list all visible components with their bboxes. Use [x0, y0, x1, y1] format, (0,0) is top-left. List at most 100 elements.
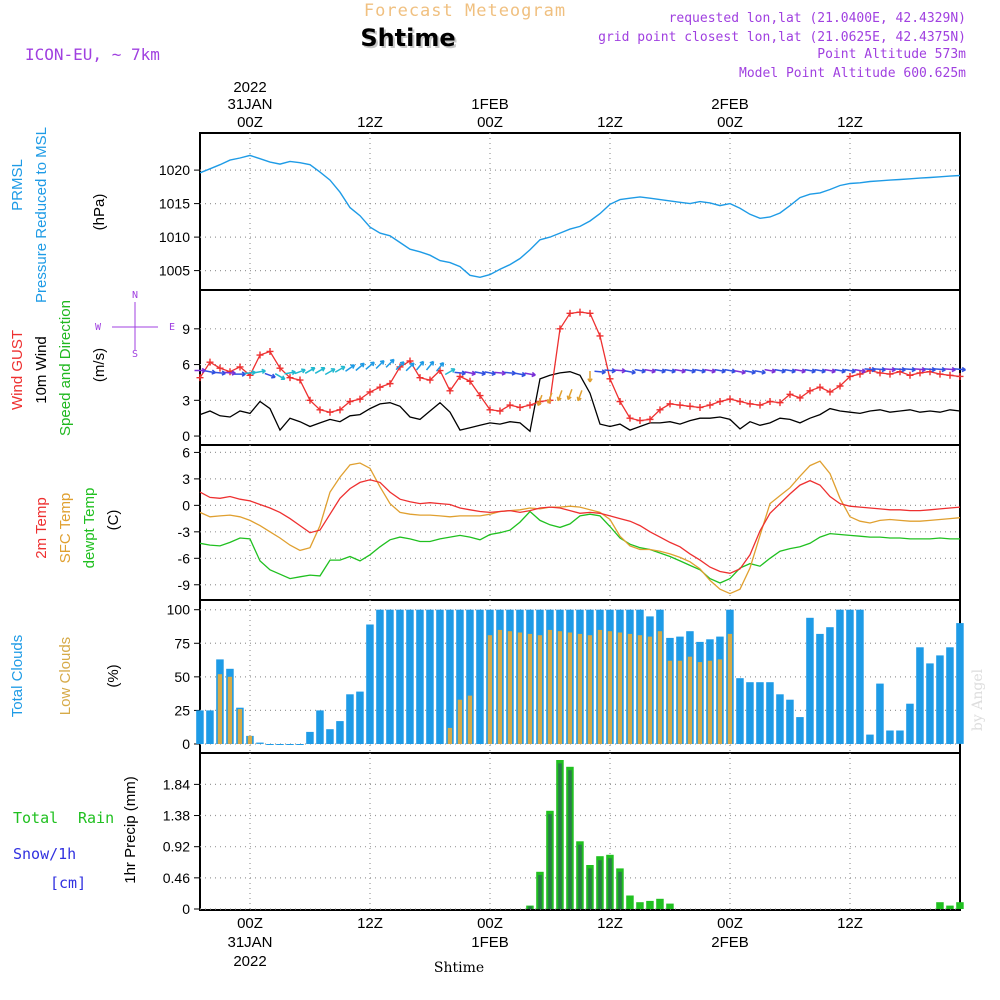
total-cloud-bar: [906, 703, 914, 744]
wind-direction-arrow: [405, 362, 415, 372]
total-cloud-bar: [836, 609, 844, 744]
low-cloud-bar: [537, 635, 543, 744]
gust-point: [576, 308, 584, 316]
gust-point: [856, 370, 864, 378]
wind-dir-label: Speed and Direction: [57, 300, 74, 436]
wind-direction-arrow: [385, 358, 395, 368]
gust-point: [286, 374, 294, 382]
gust-point: [766, 397, 774, 405]
clouds-panel: 0 25 50 75 100: [167, 599, 964, 754]
wind-direction-arrow: [536, 394, 543, 407]
gust-point: [746, 400, 754, 408]
gust-point: [716, 397, 724, 405]
wind-direction-arrow: [804, 368, 816, 374]
total-cloud-bar: [336, 721, 344, 744]
top-tick-label: 12Z: [597, 114, 623, 131]
gust-point: [706, 401, 714, 409]
top-tick-label: 00Z: [237, 114, 263, 131]
wind-direction-arrow: [744, 369, 756, 375]
wind-direction-arrow: [644, 368, 656, 374]
gust-point: [376, 383, 384, 391]
gust-point: [476, 392, 484, 400]
low-cloud-bar: [697, 662, 703, 744]
total-cloud-bar: [396, 609, 404, 744]
gust-point: [886, 370, 894, 378]
gust-point: [416, 374, 424, 382]
low-cloud-bar: [577, 633, 583, 744]
gust-point: [466, 377, 474, 385]
gust-point: [906, 371, 914, 379]
gust-point: [586, 309, 594, 317]
wind-direction-arrow: [694, 368, 706, 374]
total-cloud-bar: [436, 609, 444, 744]
top-date-label: 2FEB: [711, 96, 749, 113]
low-cloud-bar: [567, 632, 573, 744]
wind-direction-arrow: [754, 369, 766, 375]
gust-point: [696, 403, 704, 411]
gust-point: [386, 380, 394, 388]
low-cloud-bar: [517, 632, 523, 744]
wind-direction-arrow: [204, 369, 216, 375]
wind-direction-arrow: [944, 366, 956, 373]
gust-point: [916, 369, 924, 377]
top-date-label: 1FEB: [471, 96, 509, 113]
wind-direction-arrow: [254, 368, 266, 374]
y-tick-label: 1.84: [163, 776, 190, 792]
y-tick-label: 0.46: [163, 870, 190, 886]
top-tick-label: 12Z: [837, 114, 863, 131]
wind-direction-arrow: [334, 365, 346, 373]
wind-direction-arrow: [594, 369, 606, 375]
y-tick-label: 0: [182, 736, 190, 752]
gust-point: [256, 351, 264, 359]
low-cloud-bar: [637, 635, 643, 744]
y-tick-label: 0: [182, 901, 190, 917]
bottom-date-label: 31JAN: [227, 934, 272, 951]
temp-unit-label: (C): [105, 510, 122, 531]
precip-rain-label: Rain: [78, 809, 114, 827]
wind-direction-arrow: [284, 369, 296, 376]
total-cloud-bar: [866, 734, 874, 744]
gust-point: [866, 367, 874, 375]
rain-bar: [588, 868, 592, 909]
clouds-unit-label: (%): [105, 664, 122, 687]
y-tick-label: 50: [174, 669, 190, 685]
y-tick-label: 25: [174, 702, 190, 718]
dewpt-line: [199, 510, 960, 584]
wind-direction-arrow: [234, 371, 246, 377]
watermark: by Angel: [970, 668, 986, 731]
gust-point: [806, 387, 814, 395]
wind-direction-arrow: [566, 388, 573, 401]
gust-point: [786, 390, 794, 398]
gust-point: [596, 332, 604, 340]
rain-bar: [568, 770, 572, 909]
total-cloud-bar: [756, 682, 764, 744]
gust-point: [946, 371, 954, 379]
total-cloud-bar: [366, 624, 374, 744]
total-cloud-bar: [806, 617, 814, 744]
total-cloud-bar: [256, 742, 264, 744]
total-cloud-bar: [386, 609, 394, 744]
bottom-tick-label: 00Z: [237, 915, 263, 932]
compass-rose: N W E S: [95, 290, 175, 360]
y-tick-label: 1.38: [163, 808, 190, 824]
total-cloud-bar: [476, 609, 484, 744]
gridpoint-coords: grid point closest lon,lat (21.0625E, 42…: [598, 30, 966, 45]
low-cloud-bar: [647, 636, 653, 744]
wind-direction-arrow: [435, 361, 445, 372]
gust-point: [956, 372, 964, 380]
prmsl-label: PRMSL: [9, 159, 26, 211]
rain-bar: [598, 860, 602, 909]
wind-direction-arrow: [484, 370, 496, 377]
gust-point: [636, 417, 644, 425]
total-cloud-bar: [376, 609, 384, 744]
wind-direction-arrow: [264, 372, 276, 379]
top-time-axis: 00Z 12Z 00Z 12Z 00Z 12Z 31JAN 1FEB 2FEB 2022: [227, 79, 862, 131]
gust-point: [496, 407, 504, 415]
gust-point: [776, 399, 784, 407]
bottom-year-label: 2022: [233, 953, 266, 970]
wind-direction-arrow: [624, 369, 636, 375]
wind-direction-arrow: [824, 368, 836, 374]
bottom-tick-label: 00Z: [717, 915, 743, 932]
wind-direction-arrow: [294, 368, 306, 375]
wind-direction-arrow: [664, 368, 676, 374]
